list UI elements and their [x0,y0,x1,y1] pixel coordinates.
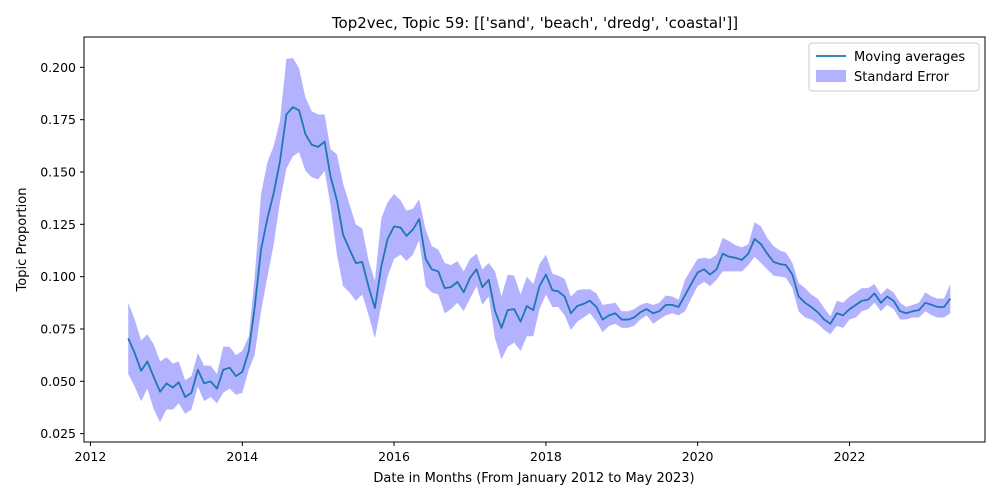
y-tick-label: 0.175 [40,112,76,127]
x-tick-label: 2022 [834,449,866,464]
x-axis-ticks: 2012 2014 2016 2018 2020 2022 [75,442,866,464]
y-tick-label: 0.200 [40,60,76,75]
x-tick-label: 2014 [226,449,258,464]
chart-title: Top2vec, Topic 59: [['sand', 'beach', 'd… [331,14,738,32]
legend: Moving averages Standard Error [808,42,980,92]
y-tick-label: 0.150 [40,165,76,180]
legend-band-swatch [816,70,846,82]
moving-average-line [127,106,952,398]
standard-error-band [128,57,951,423]
axes-frame [83,36,986,443]
legend-box [808,42,980,92]
y-tick-label: 0.100 [40,269,76,284]
plot-area [127,57,952,423]
y-tick-label: 0.050 [40,374,76,389]
x-tick-label: 2020 [682,449,714,464]
y-tick-label: 0.075 [40,321,76,336]
x-axis-label: Date in Months (From January 2012 to May… [373,471,694,486]
x-tick-label: 2016 [378,449,410,464]
y-tick-label: 0.025 [40,426,76,441]
legend-label-moving-averages: Moving averages [854,50,965,65]
x-tick-label: 2018 [530,449,562,464]
y-axis-label: Topic Proportion [15,188,30,293]
legend-label-standard-error: Standard Error [854,70,950,85]
y-axis-ticks: 0.025 0.050 0.075 0.100 0.125 0.150 0.175 0.200 [40,60,84,441]
x-tick-label: 2012 [75,449,107,464]
y-tick-label: 0.125 [40,217,76,232]
